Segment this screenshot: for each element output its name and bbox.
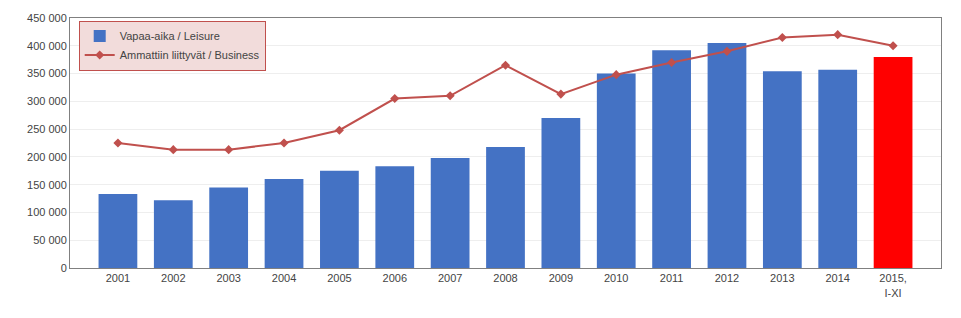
svg-text:2015,I-XI: 2015,I-XI [879, 272, 907, 298]
svg-text:Vapaa-aika / Leisure: Vapaa-aika / Leisure [120, 30, 220, 42]
svg-text:2014: 2014 [825, 272, 849, 284]
svg-text:2013: 2013 [770, 272, 794, 284]
svg-text:200 000: 200 000 [27, 151, 67, 163]
svg-text:2012: 2012 [715, 272, 739, 284]
svg-text:250 000: 250 000 [27, 123, 67, 135]
svg-text:2009: 2009 [549, 272, 573, 284]
svg-text:2010: 2010 [604, 272, 628, 284]
svg-text:400 000: 400 000 [27, 40, 67, 52]
svg-text:300 000: 300 000 [27, 95, 67, 107]
svg-text:450 000: 450 000 [27, 12, 67, 24]
svg-text:2002: 2002 [161, 272, 185, 284]
svg-text:2007: 2007 [438, 272, 462, 284]
svg-text:Ammattiin liittyvät / Business: Ammattiin liittyvät / Business [120, 49, 260, 61]
svg-text:50 000: 50 000 [33, 234, 67, 246]
svg-text:350 000: 350 000 [27, 67, 67, 79]
svg-text:150 000: 150 000 [27, 179, 67, 191]
svg-text:2008: 2008 [493, 272, 517, 284]
svg-text:2005: 2005 [327, 272, 351, 284]
svg-text:2011: 2011 [660, 272, 684, 284]
svg-text:0: 0 [61, 262, 67, 274]
svg-text:2003: 2003 [216, 272, 240, 284]
svg-text:2001: 2001 [106, 272, 130, 284]
svg-text:2004: 2004 [272, 272, 296, 284]
svg-text:2006: 2006 [383, 272, 407, 284]
svg-text:100 000: 100 000 [27, 206, 67, 218]
